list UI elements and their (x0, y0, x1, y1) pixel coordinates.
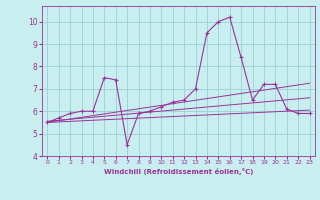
X-axis label: Windchill (Refroidissement éolien,°C): Windchill (Refroidissement éolien,°C) (104, 168, 253, 175)
